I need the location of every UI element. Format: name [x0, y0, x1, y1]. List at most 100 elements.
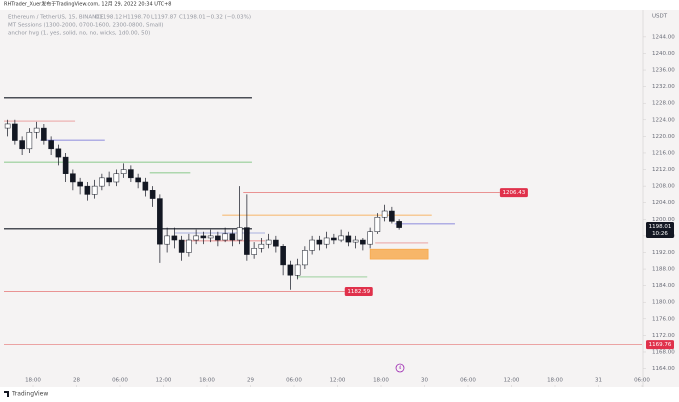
last-price-tag: [646, 222, 674, 239]
last-price: 1198.01: [649, 224, 672, 230]
y-tick-label: 1184.00: [652, 283, 675, 289]
candle-body: [367, 231, 373, 245]
y-tick-label: 1236.00: [652, 68, 675, 74]
y-tick-label: 1216.00: [652, 150, 675, 156]
y-tick-label: 1180.00: [652, 300, 675, 306]
ohlc-close: C1198.01: [179, 15, 206, 21]
candle-body: [287, 264, 294, 276]
candle-body: [215, 235, 221, 241]
y-tick-label: 1204.00: [652, 200, 675, 206]
candle-body: [171, 235, 178, 241]
candle-body: [84, 185, 91, 195]
x-tick-label: 28: [73, 378, 80, 384]
candle-body: [48, 140, 54, 150]
event-icon[interactable]: [395, 363, 405, 373]
candle-body: [193, 235, 199, 241]
byline: RHTrader_Xuer发布于TradingView.com, 12月 29,…: [4, 1, 172, 8]
candle-body: [302, 250, 308, 266]
x-tick-label: 06:00: [634, 378, 650, 384]
candle-body: [164, 235, 170, 245]
y-tick-label: 1228.00: [652, 101, 675, 107]
candle-body: [273, 239, 279, 247]
candle-body: [186, 239, 192, 253]
y-tick-label: 1208.00: [652, 184, 675, 190]
y-tick-label: 1220.00: [652, 134, 675, 140]
candle-body: [178, 239, 185, 253]
candle-body: [251, 248, 257, 255]
candle-body: [113, 173, 120, 183]
logo-icon: [4, 391, 9, 397]
candle-body: [26, 131, 33, 150]
candle-body: [106, 177, 112, 183]
axis-unit: USDT: [652, 14, 668, 20]
y-tick-label: 1240.00: [652, 51, 675, 57]
x-tick-label: 29: [247, 378, 254, 384]
candle-body: [244, 227, 250, 255]
candle-body: [120, 169, 127, 174]
chart-background: [0, 10, 679, 387]
y-tick-label: 1200.00: [652, 217, 675, 223]
y-tick-label: 1164.00: [652, 366, 675, 372]
candle-body: [33, 127, 40, 133]
candle-body: [149, 190, 156, 199]
x-tick-label: 12:00: [330, 378, 346, 384]
candle-body: [352, 239, 359, 243]
y-tick-label: 1212.00: [652, 167, 675, 173]
candle-body: [316, 239, 323, 245]
candle-body: [128, 169, 134, 179]
price-tag: [499, 188, 528, 198]
candle-body: [280, 246, 286, 266]
symbol: Ethereum / TetherUS, 15, BINANCE: [8, 15, 104, 21]
zone: [369, 248, 429, 260]
candle-body: [62, 156, 69, 174]
y-tick-label: 1168.00: [652, 349, 675, 355]
candle-body: [77, 181, 83, 187]
candle-body: [309, 239, 315, 251]
event-icon-glyph: 4: [399, 365, 402, 370]
candle-body: [70, 173, 76, 183]
x-tick-label: 18:00: [199, 378, 215, 384]
candle-body: [229, 233, 236, 241]
x-tick-label: 18:00: [547, 378, 563, 384]
candle-body: [389, 210, 395, 222]
price-tag: [646, 340, 674, 350]
price-tag-label: 1206.43: [503, 190, 526, 196]
ohlc-high: H1198.70: [123, 15, 150, 21]
price-tag: [344, 286, 373, 296]
candle-body: [12, 123, 18, 141]
countdown: 10:26: [652, 231, 668, 237]
candle-body: [207, 235, 214, 239]
x-tick-label: 31: [595, 378, 602, 384]
candle-body: [41, 127, 47, 141]
candle-body: [345, 235, 352, 243]
ohlc-open: O1198.12: [95, 15, 122, 21]
y-tick-label: 1192.00: [652, 250, 675, 256]
x-tick-label: 30: [421, 378, 428, 384]
candle-body: [157, 198, 163, 245]
candle-body: [99, 177, 105, 187]
footer-logo: TradingView: [11, 391, 48, 398]
x-tick-label: 18:00: [25, 378, 41, 384]
candle-body: [374, 216, 381, 232]
candle-body: [258, 243, 265, 249]
candle-body: [142, 181, 149, 191]
candle-body: [381, 210, 388, 218]
candle-body: [19, 140, 25, 150]
candle-body: [91, 185, 98, 195]
candle-body: [323, 237, 330, 245]
ohlc-low: L1197.87: [151, 15, 177, 21]
candle-body: [135, 177, 141, 183]
y-tick-label: 1172.00: [652, 333, 675, 339]
indicator: anchor hvg (1, yes, solid, no, no, wicks…: [8, 31, 150, 37]
y-tick-label: 1224.00: [652, 117, 675, 123]
x-tick-label: 18:00: [373, 378, 389, 384]
x-tick-label: 12:00: [156, 378, 172, 384]
y-tick-label: 1188.00: [652, 267, 675, 273]
candle-body: [338, 235, 344, 241]
candle-body: [200, 235, 207, 239]
y-tick-label: 1232.00: [652, 84, 675, 90]
candle-body: [265, 239, 272, 245]
indicator: MT Sessions (1300-2000, 0700-1600, 2300-…: [8, 23, 163, 29]
candle-body: [360, 239, 366, 245]
